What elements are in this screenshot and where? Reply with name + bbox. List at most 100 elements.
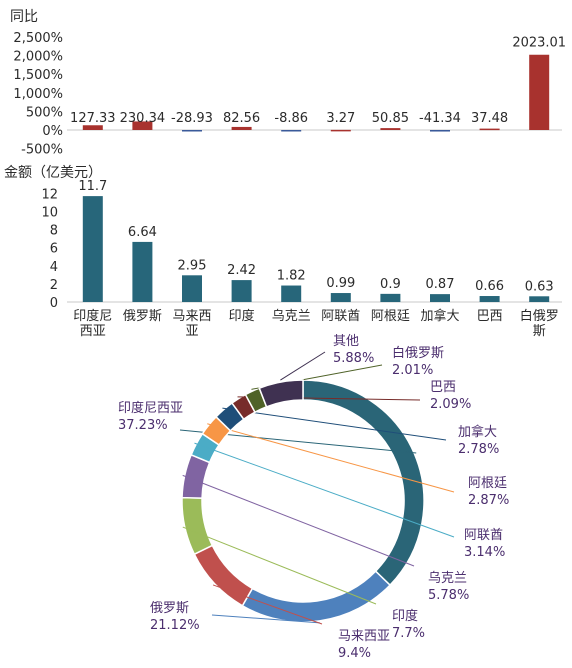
donut-slice-name: 阿根廷 [468,476,507,491]
category-label: 乌克兰 [272,308,311,324]
donut-slice-percent: 2.01% [392,363,433,378]
yoy-bar [82,125,103,130]
amount-tick-label: 10 [41,206,58,221]
amount-bar [281,285,302,302]
yoy-tick-label: 1,000% [13,87,63,102]
amount-value-label: 2.42 [227,263,256,278]
donut-slice [302,379,425,587]
category-label: 加拿大 [420,308,459,324]
category-label: 白俄罗斯 [520,308,559,339]
donut-slice-percent: 7.7% [392,626,425,641]
amount-tick-label: 4 [50,260,58,275]
amount-value-label: 1.82 [277,269,306,284]
yoy-value-label: 2023.01 [512,36,566,51]
category-label: 阿联酋 [321,308,360,324]
category-label: 俄罗斯 [123,309,162,324]
donut-slice-name: 加拿大 [458,424,497,440]
category-label: 马来西亚 [172,309,211,339]
donut-slice-name: 阿联酋 [464,527,503,543]
yoy-bar [231,126,252,130]
donut-slice-percent: 9.4% [338,646,371,661]
amount-tick-label: 6 [50,242,58,257]
category-label: 印度 [229,308,255,324]
yoy-bar [479,128,500,131]
share-donut-chart: 印度尼西亚 37.23% 俄罗斯 21.12% 马来西亚 9.4% 印度 7.7% 乌克兰 5.7… [118,334,509,661]
yoy-axis-title: 同比 [10,9,38,25]
amount-value-label: 0.66 [475,279,504,294]
donut-leader-line [182,526,377,605]
amount-bar [231,280,252,302]
yoy-bar [380,128,401,130]
donut-leader-line [207,423,455,493]
yoy-value-label: 37.48 [471,111,508,126]
donut-slice [241,570,392,623]
donut-leader-line [212,584,323,625]
amount-value-label: 6.64 [128,225,157,240]
yoy-value-label: 3.27 [326,111,355,126]
amount-value-label: 0.87 [426,277,455,292]
amount-bar [82,196,103,302]
yoy-bar [330,129,351,132]
yoy-value-label: -41.34 [419,111,461,126]
amount-bar [182,275,202,302]
amount-bar [380,293,401,302]
amount-bar [479,296,500,302]
donut-slice [193,544,254,607]
yoy-tick-label: 2,500% [13,31,63,46]
donut-leader-line [222,407,447,441]
donut-slice-percent: 5.88% [333,351,374,366]
donut-slice-name: 其他 [333,334,359,349]
yoy-value-label: -8.86 [274,111,308,126]
category-label: 巴西 [477,309,503,324]
yoy-value-label: 127.33 [70,111,116,126]
donut-slice-name: 印度 [392,608,418,624]
donut-slice-percent: 5.78% [428,588,469,603]
amount-value-label: 0.99 [326,276,355,291]
donut-slice [258,379,304,408]
category-label: 印度尼西亚 [73,308,112,339]
yoy-bar [182,130,202,132]
amount-value-label: 0.63 [525,279,554,294]
amount-tick-label: 2 [50,278,58,293]
amount-bar [430,294,450,302]
amount-value-label: 0.9 [380,277,401,292]
yoy-chart: 同比 2,500% 2,000% 1,500% 1,000% 500% 0% -500% 127… [10,9,566,158]
donut-slice-percent: 2.78% [458,442,499,457]
donut-slice-name: 巴西 [430,380,456,395]
donut-slice-name: 马来西亚 [338,629,390,644]
donut-leader-line [280,351,326,381]
donut-leader-line [211,614,321,624]
yoy-bar [430,130,450,132]
yoy-value-label: 82.56 [223,111,260,126]
amount-tick-label: 12 [41,187,58,202]
yoy-tick-label: 1,500% [13,68,63,83]
category-label: 阿根廷 [371,309,410,324]
yoy-bar [281,130,302,132]
donut-slice-percent: 2.87% [468,493,509,508]
donut-leader-line [194,442,455,538]
amount-tick-label: 8 [50,224,58,239]
amount-bar [330,293,351,302]
yoy-bar [132,121,153,130]
yoy-value-label: 50.85 [372,111,409,126]
donut-slice-name: 乌克兰 [428,570,467,586]
amount-value-label: 11.7 [78,179,107,194]
amount-chart: 金额（亿美元） 12 10 8 6 4 2 0 11.7 印度尼西亚 6.64 俄罗斯 2.95 马来西亚… [4,165,562,339]
donut-slice-name: 印度尼西亚 [118,400,183,416]
yoy-tick-label: 500% [26,105,63,120]
donut-leader-line [182,474,415,567]
amount-axis-title: 金额（亿美元） [4,165,102,181]
donut-slice-percent: 2.09% [430,397,471,412]
amount-bar [529,296,550,302]
amount-value-label: 2.95 [178,258,207,273]
yoy-tick-label: 2,000% [13,50,63,65]
yoy-tick-label: -500% [21,143,63,158]
donut-slice-percent: 21.12% [150,618,200,633]
amount-tick-label: 0 [50,296,58,311]
amount-bar [132,241,153,302]
yoy-tick-label: 0% [42,124,63,139]
donut-slice-name: 白俄罗斯 [392,345,444,361]
yoy-bar [529,54,550,130]
donut-slice-name: 俄罗斯 [150,601,189,616]
